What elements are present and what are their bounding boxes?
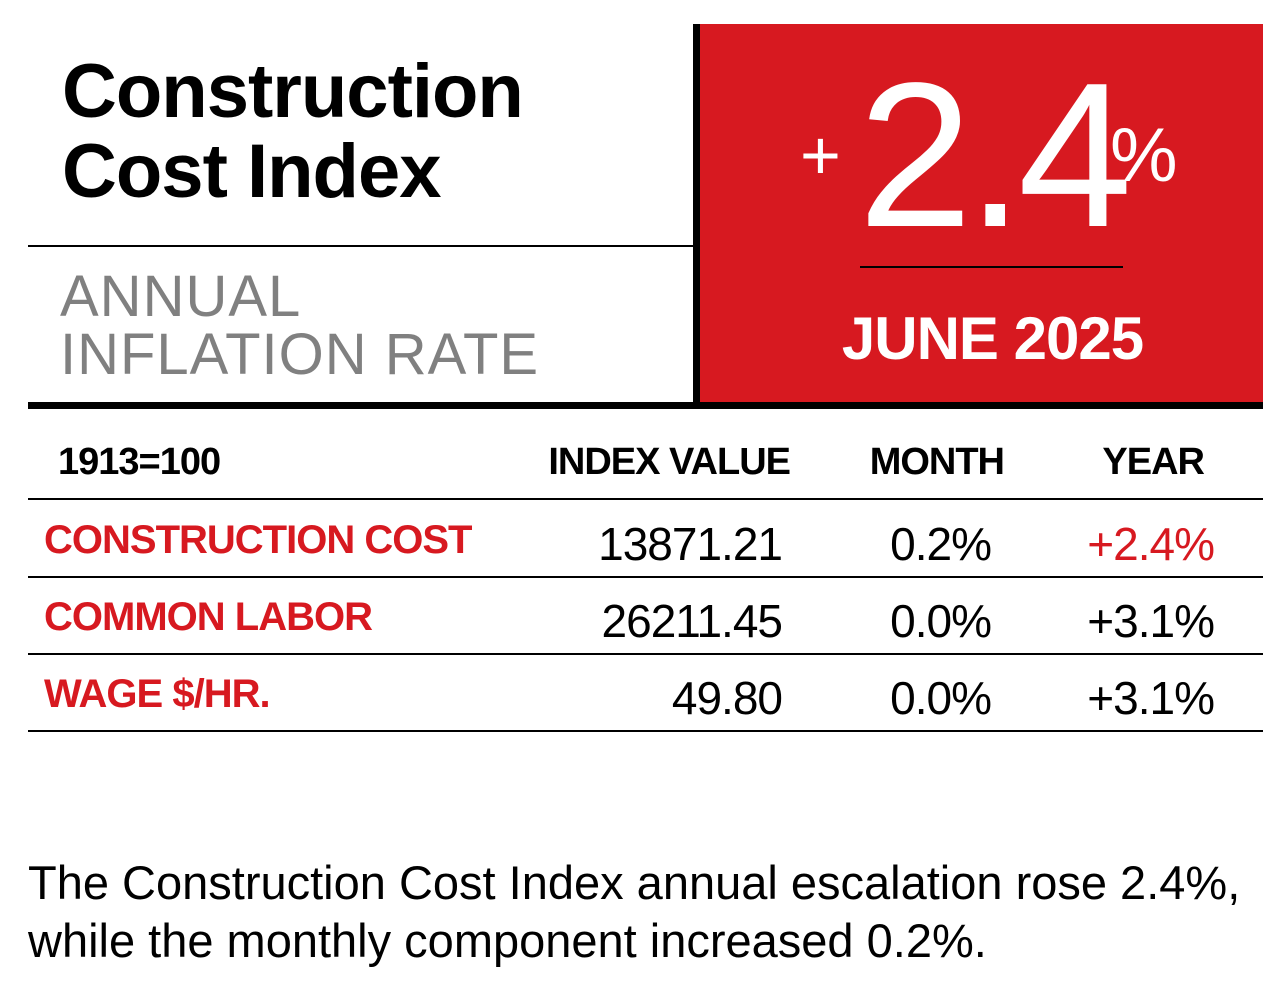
highlight-divider [860, 266, 1123, 268]
highlight-date: JUNE 2025 [841, 305, 1144, 372]
highlight-panel [700, 24, 1263, 403]
title-line-2: Cost Index [62, 129, 442, 214]
highlight-value: 2.4 [858, 40, 1132, 270]
highlight-sign: + [800, 116, 841, 194]
row-index-value: 26211.45 [601, 595, 783, 647]
row-label-common-labor: COMMON LABOR [44, 595, 373, 639]
table-top-rule [28, 402, 1263, 409]
column-header-index-value: INDEX VALUE [548, 441, 791, 483]
subtitle-line-1: ANNUAL [60, 264, 302, 329]
row-index-value: 49.80 [671, 672, 783, 724]
row-index-value: 13871.21 [598, 518, 783, 570]
row-year-change: +3.1% [1087, 672, 1215, 724]
title-divider [28, 245, 696, 247]
row-year-change: +3.1% [1087, 595, 1215, 647]
footer-caption: The Construction Cost Index annual escal… [28, 856, 1241, 967]
subtitle-line-2: INFLATION RATE [60, 322, 540, 387]
title-line-1: Construction [62, 49, 524, 134]
row-label-construction-cost: CONSTRUCTION COST [44, 518, 472, 562]
column-header-month: MONTH [869, 441, 1005, 483]
column-header-year: YEAR [1102, 441, 1205, 483]
page-title: Construction Cost Index [62, 52, 682, 212]
row-label-wage: WAGE $/HR. [44, 672, 271, 716]
row-month-change: 0.0% [890, 595, 992, 647]
row-month-change: 0.0% [890, 672, 992, 724]
row-month-change: 0.2% [890, 518, 992, 570]
panel-divider [693, 24, 700, 406]
table-bottom-rule [28, 730, 1263, 732]
header-rule [28, 498, 1263, 500]
column-header-base: 1913=100 [58, 441, 221, 483]
highlight-percent-sign: % [1110, 113, 1178, 198]
row-divider [28, 576, 1263, 578]
subtitle: ANNUAL INFLATION RATE [60, 268, 690, 384]
row-divider [28, 653, 1263, 655]
row-year-change: +2.4% [1087, 518, 1215, 570]
